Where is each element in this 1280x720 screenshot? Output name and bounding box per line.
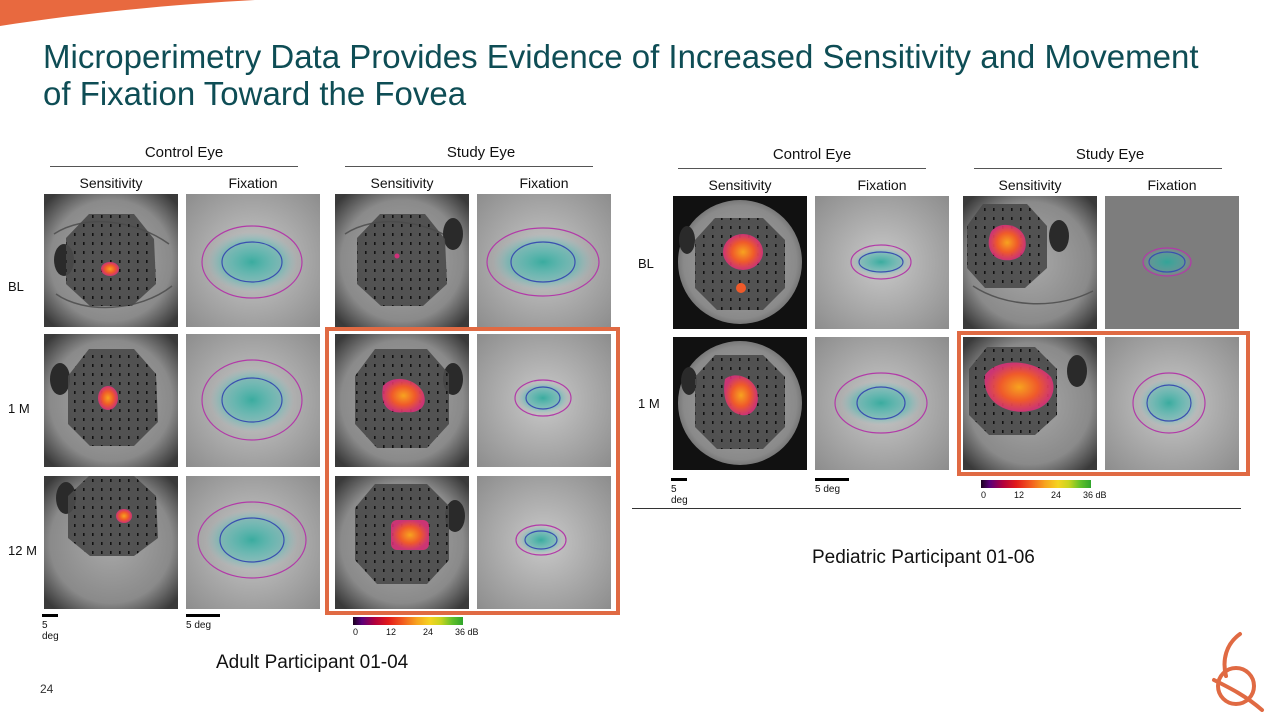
pediatric-study-bl-fixation-map	[1105, 196, 1239, 329]
pediatric-control-bl-sensitivity-map	[673, 196, 807, 329]
orange-swoosh-icon	[0, 0, 255, 26]
adult-study-eye-header: Study Eye	[446, 144, 516, 161]
pediatric-cbar-tick-36: 36 dB	[1083, 490, 1107, 500]
adult-row-label-1m: 1 M	[8, 401, 30, 416]
adult-control-eye-header: Control Eye	[144, 144, 224, 161]
pediatric-control-sensitivity-label: Sensitivity	[708, 177, 772, 193]
pediatric-caption: Pediatric Participant 01-06	[812, 547, 1035, 568]
pediatric-divider	[632, 508, 1241, 509]
pediatric-study-rule	[974, 168, 1222, 169]
adult-row-label-12m: 12 M	[8, 543, 37, 558]
adult-control-1m-fixation-map	[186, 334, 320, 467]
page-number: 24	[40, 682, 54, 696]
adult-color-scale: 0 12 24 36 dB	[353, 617, 493, 637]
pediatric-control-eye-header: Control Eye	[772, 146, 852, 163]
slide-title: Microperimetry Data Provides Evidence of…	[43, 38, 1199, 112]
pediatric-control-1m-fixation-map	[815, 337, 949, 470]
pediatric-control-bl-fixation-map	[815, 196, 949, 329]
adult-study-bl-sensitivity-map	[335, 194, 469, 327]
pediatric-cbar-tick-12: 12	[1014, 490, 1025, 500]
pediatric-study-1m-fixation-map	[1105, 337, 1239, 470]
pediatric-scale-label-2: 5 deg	[815, 484, 841, 495]
adult-study-1m-sensitivity-map	[335, 334, 469, 467]
pediatric-study-eye-header: Study Eye	[1075, 146, 1145, 163]
adult-scale-label-1: 5 deg	[42, 620, 59, 642]
pediatric-study-sensitivity-label: Sensitivity	[998, 177, 1062, 193]
adult-cbar-tick-0: 0	[353, 627, 359, 637]
adult-study-12m-sensitivity-map	[335, 476, 469, 609]
pediatric-row-label-1m: 1 M	[638, 396, 660, 411]
adult-control-12m-fixation-map	[186, 476, 320, 609]
pediatric-control-1m-sensitivity-map	[673, 337, 807, 470]
pediatric-cbar-tick-24: 24	[1051, 490, 1062, 500]
adult-control-fixation-label: Fixation	[228, 175, 278, 191]
pediatric-study-bl-sensitivity-map	[963, 196, 1097, 329]
adult-caption: Adult Participant 01-04	[216, 652, 409, 673]
adult-control-bl-fixation-map	[186, 194, 320, 327]
adult-control-sensitivity-label: Sensitivity	[79, 175, 143, 191]
adult-cbar-tick-12: 12	[386, 627, 397, 637]
adult-study-1m-fixation-map	[477, 334, 611, 467]
adult-study-sensitivity-label: Sensitivity	[370, 175, 434, 191]
company-logo-icon	[1212, 632, 1264, 712]
pediatric-scale-bar-fixation: 5 deg	[815, 478, 849, 495]
adult-study-bl-fixation-map	[477, 194, 611, 327]
pediatric-control-rule	[678, 168, 926, 169]
adult-control-12m-sensitivity-map	[44, 476, 178, 609]
adult-study-rule	[345, 166, 593, 167]
adult-study-fixation-label: Fixation	[519, 175, 569, 191]
adult-control-rule	[50, 166, 298, 167]
pediatric-color-scale: 0 12 24 36 dB	[981, 480, 1121, 500]
adult-scale-bar-fixation: 5 deg	[186, 614, 220, 631]
pediatric-study-1m-sensitivity-map	[963, 337, 1097, 470]
pediatric-cbar-tick-0: 0	[981, 490, 987, 500]
pediatric-row-label-bl: BL	[638, 256, 654, 271]
adult-scale-label-2: 5 deg	[186, 620, 212, 631]
pediatric-control-fixation-label: Fixation	[857, 177, 907, 193]
adult-control-bl-sensitivity-map	[44, 194, 178, 327]
adult-row-label-bl: BL	[8, 279, 24, 294]
pediatric-scale-label-1: 5 deg	[671, 484, 688, 506]
pediatric-study-fixation-label: Fixation	[1147, 177, 1197, 193]
adult-study-highlight-box	[325, 327, 620, 615]
adult-cbar-tick-36: 36 dB	[455, 627, 479, 637]
adult-scale-bar-sensitivity: 5 deg	[42, 614, 59, 642]
adult-control-1m-sensitivity-map	[44, 334, 178, 467]
adult-cbar-tick-24: 24	[423, 627, 434, 637]
adult-study-12m-fixation-map	[477, 476, 611, 609]
pediatric-study-highlight-box	[957, 331, 1250, 476]
pediatric-scale-bar-sensitivity: 5 deg	[671, 478, 688, 506]
